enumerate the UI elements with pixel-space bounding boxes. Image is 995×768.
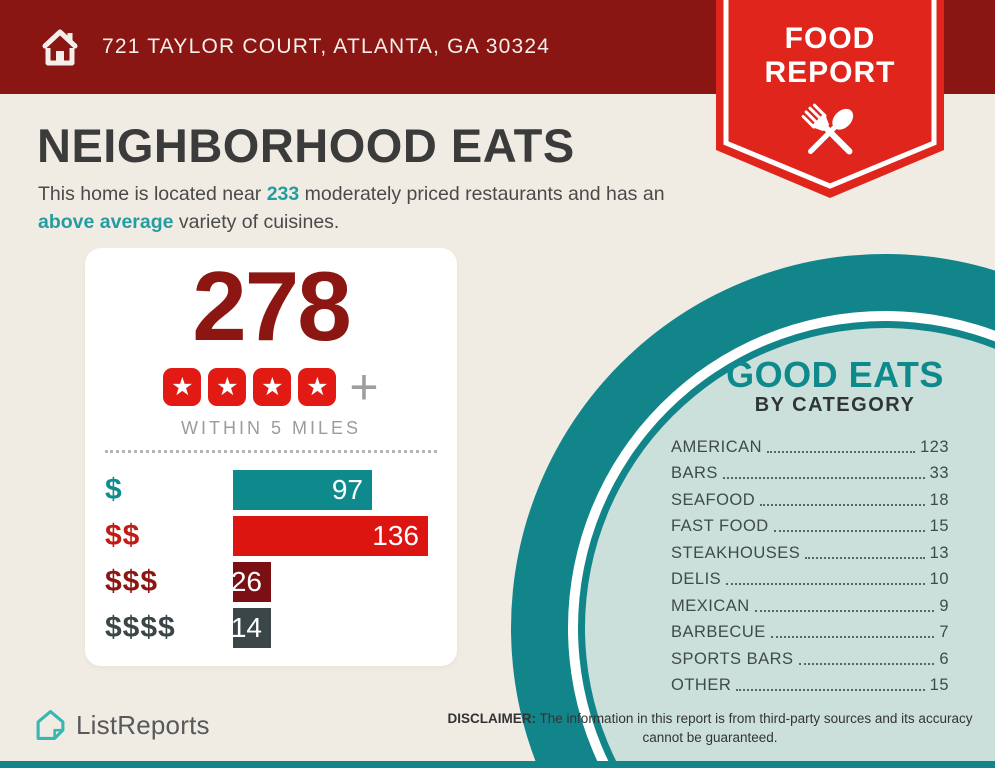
- food-report-badge: FOOD REPORT: [716, 0, 944, 202]
- category-row: SEAFOOD 18: [671, 485, 949, 512]
- star-icon: ★: [298, 368, 337, 406]
- category-row: DELIS 10: [671, 565, 949, 592]
- dotted-leader: [770, 636, 935, 638]
- category-value: 6: [939, 649, 949, 668]
- bar-value: 26: [230, 566, 262, 597]
- category-label: OTHER: [671, 676, 732, 694]
- category-row: OTHER 15: [671, 671, 949, 698]
- disclaimer-text: The information in this report is from t…: [536, 711, 973, 745]
- category-label: SPORTS BARS: [671, 649, 794, 668]
- star-icon: ★: [163, 368, 202, 406]
- category-list: AMERICAN 123 BARS 33 SEAFOOD 18 FAST FOOD 15 STE…: [671, 432, 949, 697]
- category-value: 123: [919, 437, 949, 456]
- dotted-leader: [722, 477, 925, 479]
- bar-value: 136: [372, 520, 419, 551]
- bar-value: 97: [331, 474, 363, 505]
- category-row: BARS 33: [671, 459, 949, 486]
- price-tier-bar: 14: [230, 608, 271, 648]
- subtitle-text: This home is located near: [38, 183, 267, 205]
- category-value: 18: [929, 490, 949, 509]
- dotted-leader: [736, 689, 925, 691]
- summary-card: 278 ★ ★ ★ ★ + WITHIN 5 MILES $97 $$ 136 $$$ 26 $…: [85, 248, 457, 666]
- category-label: AMERICAN: [671, 437, 763, 456]
- category-row: AMERICAN 123: [671, 432, 949, 459]
- category-label: SEAFOOD: [671, 490, 756, 509]
- brand-name: ListReports: [76, 709, 210, 740]
- bar-row: $$$$ 14: [105, 608, 445, 648]
- bottom-accent-bar: [0, 761, 995, 768]
- category-value: 15: [929, 676, 949, 694]
- category-label: FAST FOOD: [671, 517, 769, 535]
- star-rating: ★ ★ ★ ★: [163, 368, 337, 406]
- property-address: 721 TAYLOR COURT, ATLANTA, GA 30324: [102, 35, 551, 58]
- category-row: SPORTS BARS 6: [671, 644, 949, 671]
- price-tier-bar: 136: [233, 516, 428, 556]
- price-tier-label: $$$$: [105, 611, 176, 644]
- badge-line1: FOOD: [784, 22, 876, 55]
- price-tier-bar: 26: [230, 562, 271, 602]
- dotted-divider: [105, 450, 437, 453]
- category-value: 7: [939, 623, 949, 641]
- bar-row: $97: [105, 470, 445, 510]
- subtitle-text: variety of cuisines.: [173, 210, 340, 233]
- category-value: 10: [929, 570, 949, 588]
- bar-value: 14: [230, 612, 262, 643]
- category-value: 33: [929, 464, 949, 482]
- category-value: 15: [929, 517, 949, 535]
- badge-line2: REPORT: [764, 56, 896, 89]
- category-label: MEXICAN: [671, 596, 750, 615]
- badge-title: FOOD REPORT: [716, 22, 944, 90]
- good-eats-title: GOOD EATS: [726, 354, 944, 395]
- dotted-leader: [805, 556, 925, 559]
- dotted-leader: [798, 662, 935, 665]
- dotted-leader: [760, 503, 925, 506]
- price-tier-label: $$$: [105, 565, 159, 598]
- ribbon-shape: [716, 0, 944, 198]
- category-label: BARS: [671, 464, 718, 482]
- dotted-leader: [754, 609, 935, 612]
- above-average-highlight: above average: [38, 210, 174, 233]
- category-row: FAST FOOD 15: [671, 512, 949, 539]
- plus-icon: +: [349, 359, 379, 415]
- category-label: DELIS: [671, 570, 722, 588]
- category-row: BARBECUE 7: [671, 618, 949, 645]
- category-label: BARBECUE: [671, 623, 766, 641]
- category-row: STEAKHOUSES 13: [671, 538, 949, 565]
- bar-row: $$$ 26: [105, 562, 445, 602]
- stars-row: ★ ★ ★ ★ +: [85, 359, 457, 415]
- price-tier-bar: 97: [233, 470, 372, 510]
- listreports-logo: ListReports: [34, 708, 210, 742]
- crossed-spoon-fork-icon: [801, 103, 854, 155]
- subtitle-text: moderately priced restaurants and has an: [299, 183, 665, 205]
- good-eats-subtitle: BY CATEGORY: [754, 394, 916, 416]
- category-value: 13: [929, 543, 949, 562]
- category-row: MEXICAN 9: [671, 591, 949, 618]
- disclaimer-label: DISCLAIMER:: [447, 711, 537, 726]
- bar-row: $$ 136: [105, 516, 445, 556]
- restaurant-total: 278: [192, 251, 352, 361]
- page-title: NEIGHBORHOOD EATS: [37, 119, 575, 172]
- price-tier-bar-chart: $97 $$ 136 $$$ 26 $$$$ 14: [105, 470, 445, 654]
- listreports-house-icon: [36, 710, 65, 740]
- good-eats-panel: GOOD EATS BY CATEGORY AMERICAN 123 BARS 33 S…: [585, 328, 995, 768]
- star-icon: ★: [208, 368, 247, 406]
- dotted-leader: [773, 530, 925, 532]
- price-tier-label: $$: [105, 519, 141, 552]
- restaurant-count-highlight: 233: [266, 183, 300, 205]
- page-subtitle: This home is located near 233 moderately…: [38, 181, 678, 236]
- home-icon: [42, 29, 78, 66]
- radius-label: WITHIN 5 MILES: [180, 418, 361, 438]
- price-tier-label: $: [105, 473, 123, 506]
- star-icon: ★: [253, 368, 292, 406]
- disclaimer: DISCLAIMER: The information in this repo…: [440, 710, 980, 748]
- category-value: 9: [939, 596, 949, 615]
- dotted-leader: [767, 450, 915, 453]
- dotted-leader: [726, 583, 925, 585]
- category-label: STEAKHOUSES: [671, 543, 801, 562]
